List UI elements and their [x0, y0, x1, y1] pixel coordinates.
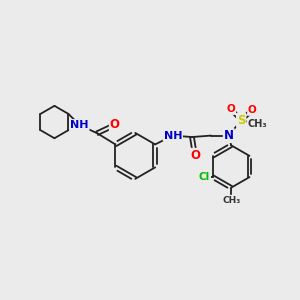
Text: O: O — [226, 104, 235, 114]
Text: S: S — [237, 114, 245, 127]
Text: O: O — [190, 149, 200, 162]
Text: CH₃: CH₃ — [222, 196, 240, 205]
Text: NH: NH — [164, 130, 182, 141]
Text: CH₃: CH₃ — [248, 119, 267, 129]
Text: O: O — [248, 105, 257, 115]
Text: O: O — [110, 118, 120, 131]
Text: Cl: Cl — [199, 172, 210, 182]
Text: NH: NH — [70, 120, 89, 130]
Text: N: N — [224, 129, 234, 142]
